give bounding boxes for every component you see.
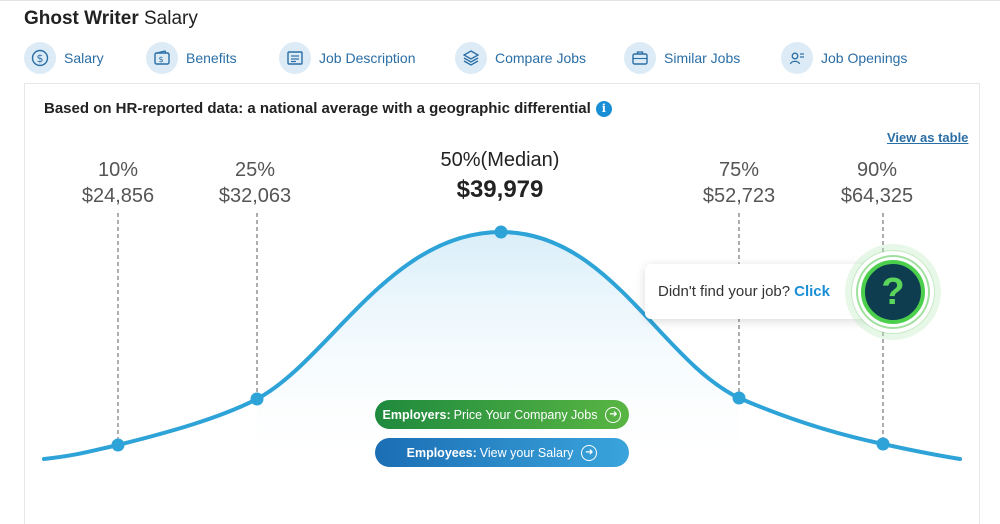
percentile-value: $52,723 bbox=[702, 185, 776, 207]
percentile-label: 90% bbox=[856, 159, 898, 181]
p25-point bbox=[250, 392, 264, 406]
briefcase-icon bbox=[624, 42, 656, 74]
median-value: $39,979 bbox=[456, 176, 544, 203]
nav-job-description[interactable]: Job Description bbox=[279, 41, 416, 75]
percentile-50-median: 50%(Median) $39,979 bbox=[390, 147, 610, 207]
percentile-25: 25% $32,063 bbox=[175, 157, 335, 209]
svg-text:$: $ bbox=[158, 55, 163, 64]
employees-button-bold: Employees: bbox=[406, 445, 477, 460]
employers-button-bold: Employers: bbox=[382, 407, 451, 422]
nav-benefits[interactable]: $ Benefits bbox=[146, 41, 237, 75]
percentile-value: $32,063 bbox=[218, 185, 292, 207]
employees-view-salary-button[interactable]: Employees: View your Salary ➜ bbox=[375, 438, 629, 467]
percentile-label: 10% bbox=[97, 159, 139, 181]
p75-point bbox=[732, 391, 746, 405]
page-title: Ghost Writer Salary bbox=[24, 8, 198, 29]
nav-job-description-label: Job Description bbox=[319, 50, 416, 66]
percentile-value: $24,856 bbox=[81, 185, 155, 207]
wallet-icon: $ bbox=[146, 42, 178, 74]
nav-salary[interactable]: $ Salary bbox=[24, 41, 104, 75]
nav-similar-jobs[interactable]: Similar Jobs bbox=[624, 41, 740, 75]
percentile-label: 25% bbox=[234, 159, 276, 181]
percentile-75: 75% $52,723 bbox=[659, 157, 819, 209]
percentile-10: 10% $24,856 bbox=[38, 157, 198, 209]
employers-price-jobs-button[interactable]: Employers: Price Your Company Jobs ➜ bbox=[375, 400, 629, 429]
percentile-value: $64,325 bbox=[840, 185, 914, 207]
help-button-halo: ? bbox=[845, 244, 941, 340]
help-prompt-card[interactable]: Didn't find your job? Click bbox=[645, 264, 875, 319]
nav-compare-jobs[interactable]: Compare Jobs bbox=[455, 41, 586, 75]
document-icon bbox=[279, 42, 311, 74]
arrow-right-circle-icon: ➜ bbox=[605, 406, 622, 423]
p90-point bbox=[876, 437, 890, 451]
layers-icon bbox=[455, 42, 487, 74]
card-heading-text: Based on HR-reported data: a national av… bbox=[44, 100, 591, 117]
nav-compare-jobs-label: Compare Jobs bbox=[495, 50, 587, 66]
arrow-right-circle-icon: ➜ bbox=[581, 444, 598, 461]
card-heading: Based on HR-reported data: a national av… bbox=[44, 100, 612, 117]
top-divider bbox=[0, 0, 1000, 1]
nav-similar-jobs-label: Similar Jobs bbox=[664, 50, 741, 66]
employers-button-text: Price Your Company Jobs bbox=[453, 407, 598, 422]
info-icon[interactable]: i bbox=[595, 100, 612, 117]
median-label: 50%(Median) bbox=[440, 149, 560, 171]
p10-point bbox=[111, 438, 125, 452]
view-as-table-link[interactable]: View as table bbox=[887, 130, 969, 145]
median-point bbox=[494, 225, 508, 239]
person-card-icon bbox=[781, 42, 813, 74]
nav-job-openings-label: Job Openings bbox=[821, 50, 908, 66]
employees-button-text: View your Salary bbox=[479, 445, 574, 460]
help-click-link[interactable]: Click bbox=[794, 283, 830, 300]
help-button-ring: ? bbox=[852, 251, 934, 333]
percentile-label: 75% bbox=[718, 159, 760, 181]
svg-text:$: $ bbox=[37, 52, 44, 65]
dollar-circle-icon: $ bbox=[24, 42, 56, 74]
section-nav: $ Salary $ Benefits Job Description Comp… bbox=[0, 41, 1000, 75]
percentile-90: 90% $64,325 bbox=[797, 157, 957, 209]
nav-salary-label: Salary bbox=[64, 50, 104, 66]
nav-job-openings[interactable]: Job Openings bbox=[781, 41, 907, 75]
help-prompt-text: Didn't find your job? bbox=[658, 283, 791, 300]
nav-benefits-label: Benefits bbox=[186, 50, 237, 66]
question-mark-icon[interactable]: ? bbox=[861, 260, 925, 324]
